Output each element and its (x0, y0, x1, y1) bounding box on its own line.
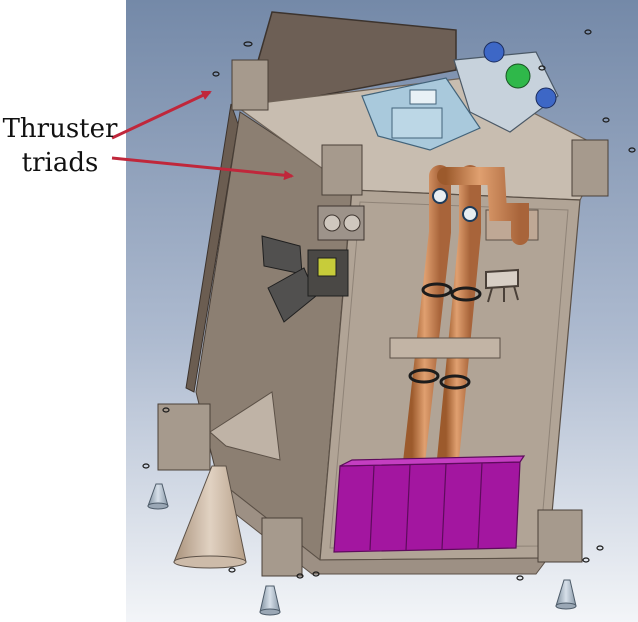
callout-arrow-lower (111, 156, 294, 181)
valve-assembly-icon (485, 268, 519, 303)
body-side-wall (185, 103, 239, 393)
pipe-clamps (408, 282, 482, 390)
star-tracker-icon (505, 63, 531, 89)
corner-brackets (157, 59, 609, 577)
fastener-rings (142, 29, 636, 581)
landing-leg-icon (147, 483, 577, 616)
thruster-triad-icon (261, 205, 365, 323)
callout-label: Thruster triads (0, 112, 120, 180)
deck-equipment (361, 41, 559, 151)
pipe-bracket (389, 337, 501, 359)
engine-cone-base (173, 555, 247, 569)
callout-label-line-2: triads (21, 148, 99, 178)
callout-arrow-upper (111, 90, 212, 140)
support-arm (209, 391, 281, 461)
callout-label-line-1: Thruster (2, 114, 118, 144)
battery-pack-icon (333, 455, 526, 553)
